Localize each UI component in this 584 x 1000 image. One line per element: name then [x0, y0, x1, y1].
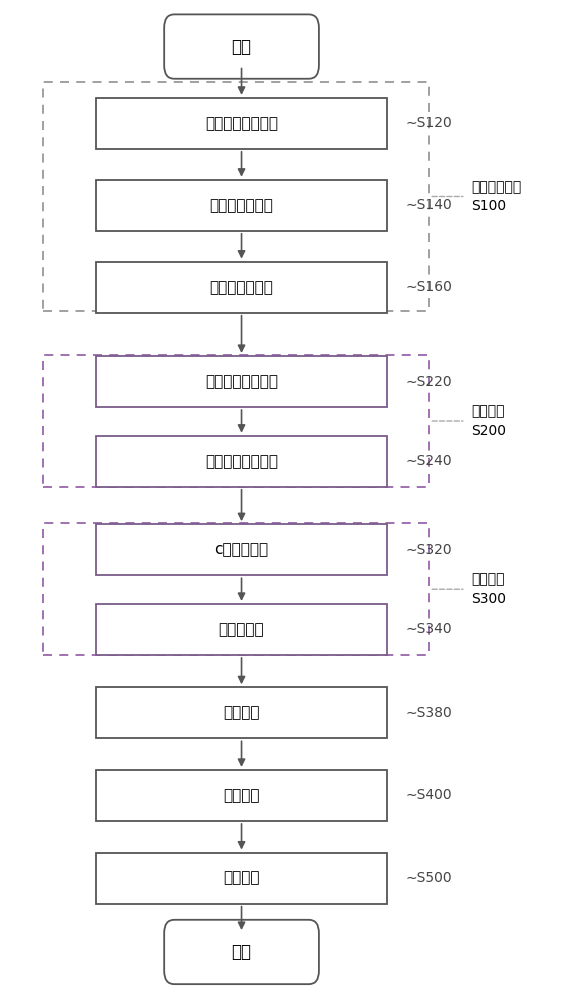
- Text: ∼S140: ∼S140: [405, 198, 452, 212]
- FancyBboxPatch shape: [96, 262, 387, 313]
- Text: ∼S500: ∼S500: [405, 871, 452, 885]
- Text: ∼S240: ∼S240: [405, 454, 452, 468]
- FancyBboxPatch shape: [164, 920, 319, 984]
- Text: 第二工序
S300: 第二工序 S300: [471, 572, 506, 606]
- Text: 切片工序: 切片工序: [223, 788, 260, 803]
- Text: 主生长工序: 主生长工序: [219, 622, 265, 637]
- Text: 研磨工序: 研磨工序: [223, 871, 260, 886]
- Text: 结束: 结束: [231, 943, 252, 961]
- Text: ∼S220: ∼S220: [405, 375, 452, 389]
- Text: ∼S120: ∼S120: [405, 116, 452, 130]
- FancyBboxPatch shape: [96, 604, 387, 655]
- FancyBboxPatch shape: [96, 180, 387, 231]
- Text: ∼S380: ∼S380: [405, 706, 452, 720]
- Text: 开始: 开始: [231, 38, 252, 56]
- Text: 倾斜界面维持工序: 倾斜界面维持工序: [205, 454, 278, 469]
- Text: 剥离工序: 剥离工序: [223, 705, 260, 720]
- FancyBboxPatch shape: [164, 14, 319, 79]
- Text: 缓冲层形成工序: 缓冲层形成工序: [210, 198, 273, 213]
- Text: 基底层形成工序: 基底层形成工序: [210, 280, 273, 295]
- Text: 第一工序
S200: 第一工序 S200: [471, 404, 506, 438]
- FancyBboxPatch shape: [96, 770, 387, 821]
- FancyBboxPatch shape: [96, 524, 387, 575]
- FancyBboxPatch shape: [96, 853, 387, 904]
- FancyBboxPatch shape: [96, 98, 387, 149]
- Text: ∼S160: ∼S160: [405, 280, 452, 294]
- FancyBboxPatch shape: [96, 436, 387, 487]
- Text: ∼S340: ∼S340: [405, 622, 452, 636]
- FancyBboxPatch shape: [96, 687, 387, 738]
- Text: ∼S400: ∼S400: [405, 788, 452, 802]
- Text: ∼S320: ∼S320: [405, 543, 452, 557]
- FancyBboxPatch shape: [96, 356, 387, 407]
- Text: 模板形成工序
S100: 模板形成工序 S100: [471, 180, 522, 213]
- Text: 倾斜界面扩大工序: 倾斜界面扩大工序: [205, 374, 278, 389]
- Text: c面扩大工序: c面扩大工序: [214, 542, 269, 557]
- Text: 基底基板准备工序: 基底基板准备工序: [205, 116, 278, 131]
